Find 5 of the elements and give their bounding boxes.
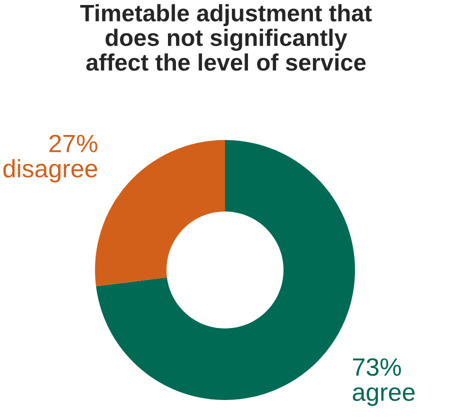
- data-label: 73%: [353, 358, 401, 376]
- slice-label: agree: [352, 387, 415, 406]
- chart-title: Timetable adjustment that does not significantly affect the level of service: [80, 4, 372, 71]
- data-label: 27%: [49, 134, 98, 152]
- slice-label: disagree: [3, 159, 98, 182]
